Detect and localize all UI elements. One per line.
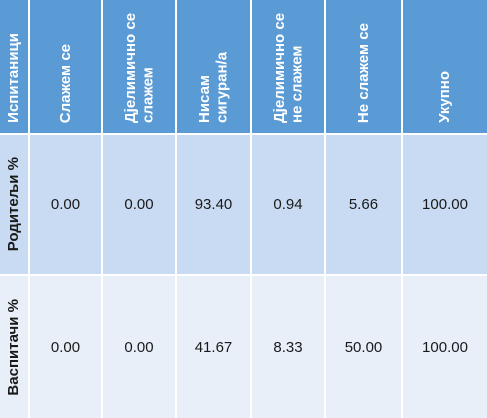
cell-value-cell: 0.00 (30, 135, 101, 274)
header-label-cell: Дјелимично се слажем (103, 0, 175, 133)
cell-value: 41.67 (194, 338, 233, 356)
header-label: Дјелимично се слажем (121, 12, 156, 123)
header-label-cell: Дјелимично се не слажем (252, 0, 324, 133)
header-label: Укупно (436, 71, 454, 123)
cell-value: 100.00 (422, 196, 468, 213)
row-label: Васпитачи % (5, 298, 23, 396)
header-label: Нисам сигуран/а (196, 51, 231, 123)
cell-value-cell: 93.40 (177, 135, 250, 274)
header-label-cell: Не слажем се (326, 0, 401, 133)
header-label: Слажем се (56, 43, 74, 123)
cell-value-cell: 8.33 (252, 276, 324, 418)
header-label: Не слажем се (354, 22, 372, 123)
cell-value-cell: 41.67 (177, 276, 250, 418)
cell-value: 0.00 (124, 338, 154, 356)
header-label-cell: Укупно (403, 0, 487, 133)
row-label: Родитељи % (5, 157, 23, 252)
cell-value-cell: 100.00 (403, 135, 487, 274)
cell-value: 8.33 (273, 338, 303, 356)
cell-value: 0.94 (273, 196, 303, 213)
cell-value: 93.40 (194, 196, 233, 213)
cell-value-cell: 50.00 (326, 276, 401, 418)
cell-value-cell: 0.00 (103, 276, 175, 418)
header-label: Дјелимично се не слажем (270, 12, 305, 123)
header-label-cell: Испитаници (0, 0, 28, 133)
cell-value: 5.66 (348, 196, 379, 213)
cell-value: 0.00 (50, 196, 81, 213)
header-label-cell: Нисам сигуран/а (177, 0, 250, 133)
header-label-cell: Слажем се (30, 0, 101, 133)
header-label: Испитаници (5, 33, 23, 123)
cell-value: 100.00 (422, 338, 468, 356)
cell-value: 50.00 (344, 338, 383, 356)
cell-value-cell: 0.00 (103, 135, 175, 274)
cell-value-cell: 0.00 (30, 276, 101, 418)
cell-value: 0.00 (50, 338, 81, 356)
cell-value-cell: 0.94 (252, 135, 324, 274)
cell-value-cell: 100.00 (403, 276, 487, 418)
cell-value: 0.00 (124, 196, 154, 213)
cell-value-cell: 5.66 (326, 135, 401, 274)
row-label-cell: Родитељи % (0, 135, 28, 274)
row-label-cell: Васпитачи % (0, 276, 28, 418)
